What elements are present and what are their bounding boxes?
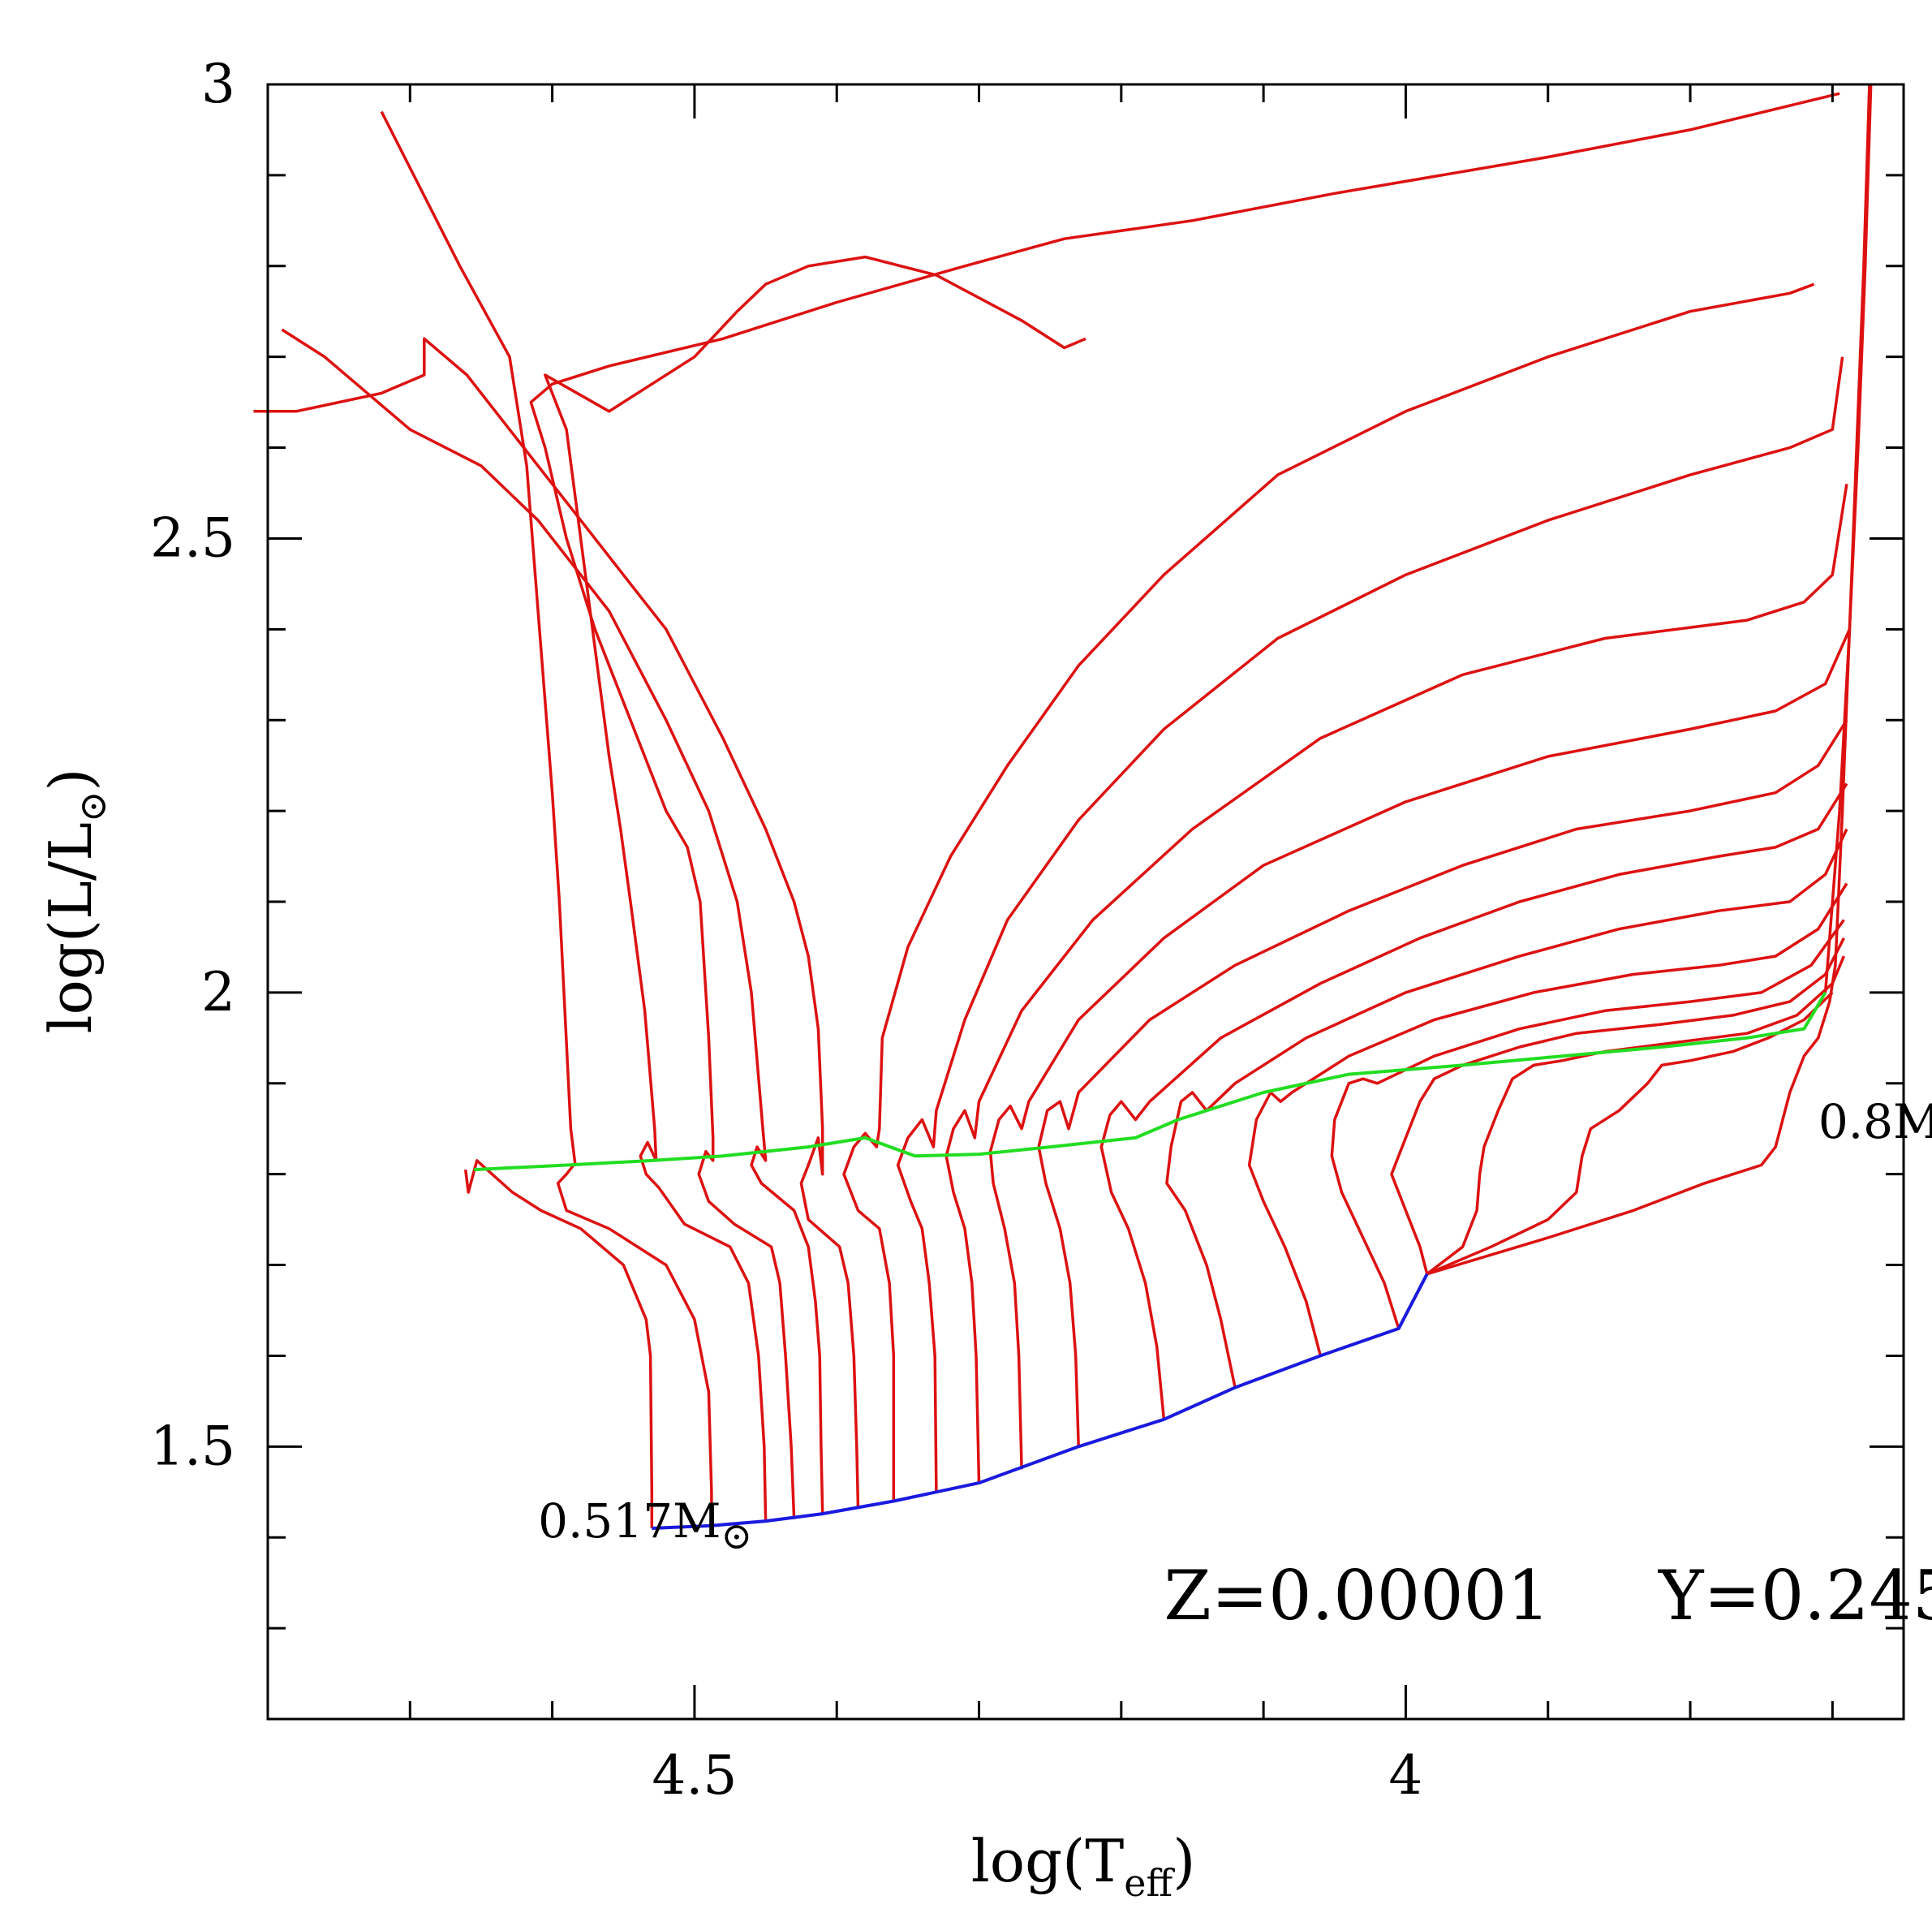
series-track-0.67	[1426, 955, 1846, 1276]
series-track-0.517	[463, 1159, 654, 1528]
y-axis-label: log(L/L⊙)	[37, 768, 114, 1033]
series-track-0.60	[988, 628, 1851, 1470]
series-track-0.57	[842, 282, 1815, 1502]
series-track-0.62	[1099, 782, 1848, 1420]
low-mass-annotation-text: 0.517M	[538, 1493, 721, 1549]
series-track-0.59	[944, 484, 1848, 1484]
y-tick-label-2: 2	[201, 961, 235, 1023]
x-axis-label-close: )	[1173, 1827, 1195, 1895]
low-mass-annotation: 0.517M⊙	[538, 1493, 752, 1558]
y-axis-label-sub: ⊙	[71, 791, 114, 823]
x-tick-label-4.5: 4.5	[652, 1744, 737, 1807]
series-track-0.53	[544, 255, 1086, 1522]
y-axis-label-main: log(L/L	[37, 822, 105, 1033]
ticks-layer	[266, 83, 1904, 1721]
low-mass-annotation-sub: ⊙	[721, 1514, 753, 1558]
series-taheb	[474, 991, 1827, 1172]
x-axis-label-sub: eff	[1124, 1861, 1175, 1905]
y-tick-label-3: 3	[201, 53, 235, 115]
y-tick-label-1.5: 1.5	[150, 1415, 235, 1477]
series-track-0.70	[1426, 991, 1834, 1276]
series-track-0.61	[1037, 719, 1848, 1447]
series-track-0.58	[896, 356, 1844, 1493]
series-track-0.56	[253, 337, 860, 1509]
series-track-0.80	[1426, 84, 1871, 1276]
x-axis-label: log(Teff)	[971, 1827, 1196, 1905]
series-layer	[253, 84, 1873, 1530]
high-mass-annotation-text: 0.8M	[1818, 1094, 1932, 1149]
high-mass-annotation: 0.8M⊙	[1818, 1094, 1932, 1158]
y-axis-label-close: )	[37, 768, 105, 791]
x-axis-label-main: log(T	[971, 1827, 1125, 1895]
series-track-0.52	[380, 110, 713, 1526]
y-tick-label-2.5: 2.5	[150, 506, 235, 569]
series-track-0.65	[1330, 919, 1845, 1329]
x-tick-label-4: 4	[1388, 1744, 1422, 1807]
series-track-0.63	[1165, 828, 1848, 1388]
series-track-0.64	[1247, 882, 1848, 1356]
series-track-0.66	[1390, 937, 1845, 1275]
series-rgb-envelope	[1823, 84, 1873, 993]
plot-frame	[266, 83, 1905, 1721]
series-track-0.55	[281, 328, 824, 1515]
series-zahb	[652, 1273, 1429, 1530]
composition-annotation: Z=0.00001 Y=0.245	[1164, 1556, 1932, 1635]
series-track-0.54	[529, 92, 1840, 1519]
